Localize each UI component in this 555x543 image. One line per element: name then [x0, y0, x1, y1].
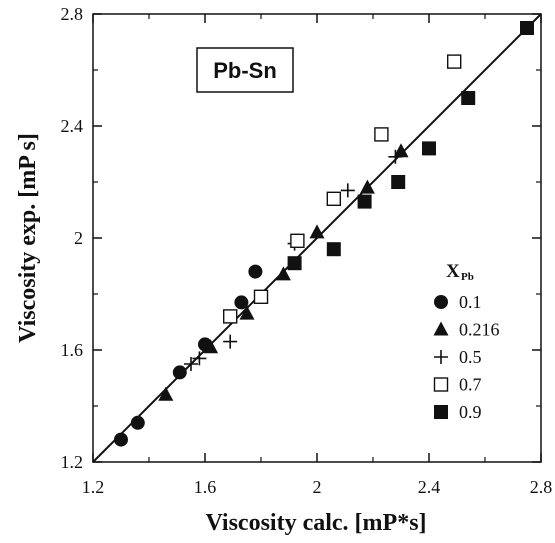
x-tick-label: 2.4 — [418, 477, 441, 497]
data-point-plus — [340, 183, 355, 198]
legend-marker-circle — [434, 295, 448, 309]
data-point-filled-square — [461, 91, 476, 105]
data-point-plus — [223, 334, 238, 349]
data-point-filled-square — [287, 256, 302, 271]
legend-title-subscript: Pb — [461, 271, 474, 283]
data-point-open-square — [326, 191, 341, 207]
x-tick-labels: 1.2 1.6 2 2.4 2.8 — [82, 477, 553, 497]
data-point-filled-square — [357, 194, 372, 209]
x-axis-title: Viscosity calc. [mP*s] — [205, 510, 426, 536]
data-point-plus — [184, 357, 198, 371]
data-point-triangle — [309, 224, 325, 239]
data-point-plus — [388, 149, 403, 164]
y-tick-label: 1.6 — [61, 340, 84, 360]
data-point-plus — [192, 351, 207, 366]
data-point-triangle — [275, 266, 291, 281]
annotation-box — [196, 47, 294, 93]
legend-marker-triangle — [433, 321, 449, 336]
y-tick-labels: 1.2 1.6 2 2.4 2.8 — [61, 4, 84, 472]
data-point-circle — [172, 365, 187, 380]
data-point-circle — [130, 415, 145, 430]
y-tick-label: 1.2 — [61, 452, 84, 472]
data-point-open-square — [222, 309, 238, 324]
y-tick-label: 2 — [74, 228, 83, 248]
legend-label: 0.9 — [459, 402, 482, 422]
x-tick-label: 2.8 — [530, 477, 553, 497]
x-tick-label: 1.2 — [82, 477, 105, 497]
data-point-circle — [114, 432, 128, 447]
legend-label: 0.5 — [459, 347, 482, 367]
legend-label: 0.7 — [459, 375, 482, 395]
legend: X Pb 0.1 0.216 0.5 0.7 0.9 — [433, 261, 500, 422]
data-point-filled-square — [391, 175, 406, 189]
x-tick-label: 2 — [313, 477, 322, 497]
legend-items: 0.1 0.216 0.5 0.7 0.9 — [433, 292, 500, 422]
axis-ticks — [92, 13, 542, 463]
data-point-filled-square — [422, 141, 436, 156]
data-point-circle — [234, 295, 249, 310]
legend-title: X — [446, 261, 460, 282]
legend-marker-open-square — [433, 377, 449, 392]
y-axis-title: Viscosity exp. [mP s] — [15, 133, 41, 343]
legend-label: 0.1 — [459, 292, 482, 312]
data-point-filled-square — [520, 21, 534, 35]
data-point-triangle — [203, 339, 219, 354]
data-point-open-square — [374, 127, 389, 142]
data-point-circle — [248, 264, 263, 279]
data-points — [114, 21, 534, 447]
data-point-filled-square — [326, 242, 341, 257]
legend-marker-plus — [434, 350, 448, 364]
data-point-open-square — [290, 233, 305, 249]
data-point-triangle — [359, 179, 375, 194]
annotation-label: Pb-Sn — [213, 58, 277, 83]
legend-label: 0.216 — [459, 320, 500, 340]
data-point-triangle — [158, 386, 174, 401]
x-tick-label: 1.6 — [194, 477, 217, 497]
legend-marker-filled-square — [434, 405, 448, 419]
data-point-open-square — [447, 54, 462, 69]
y-tick-label: 2.4 — [61, 116, 84, 136]
data-point-triangle — [239, 305, 255, 320]
data-point-triangle — [393, 143, 409, 158]
data-point-open-square — [253, 289, 269, 304]
y-tick-label: 2.8 — [61, 4, 84, 24]
